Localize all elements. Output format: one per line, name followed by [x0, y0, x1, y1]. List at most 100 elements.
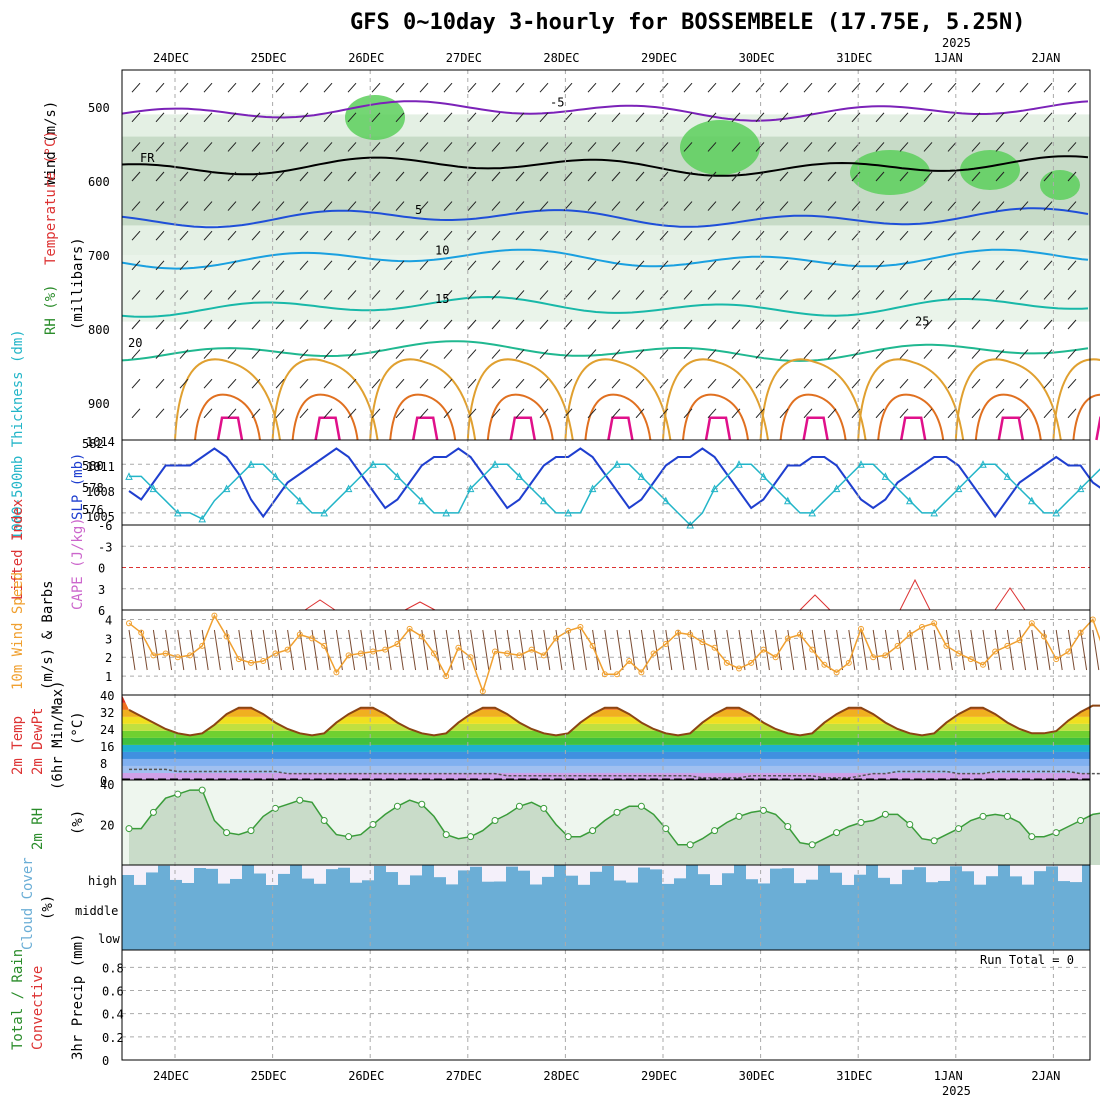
- cloud-high-gap: [446, 865, 458, 885]
- wind-barb: [971, 171, 981, 182]
- wind-barb: [1019, 171, 1029, 182]
- wind-barb: [1006, 629, 1014, 671]
- isotherm-30: [486, 393, 554, 441]
- wind-barb: [203, 142, 213, 152]
- cloud-high-gap: [206, 865, 218, 869]
- wind-barb: [515, 201, 525, 211]
- wind-barb: [251, 378, 261, 389]
- wind-barb: [1031, 629, 1039, 671]
- wind-barb: [787, 629, 795, 671]
- thickness-tick: 582: [82, 437, 104, 451]
- cloud-high-gap: [914, 865, 926, 868]
- thickness-point: [1003, 472, 1012, 480]
- rh2m-point: [857, 819, 865, 826]
- wind-barb: [1019, 230, 1029, 241]
- wind-barb: [995, 171, 1005, 182]
- wind-barb: [779, 378, 789, 389]
- wind-barb: [491, 82, 501, 93]
- wind10m-point: [699, 639, 706, 646]
- wind-barb: [238, 629, 246, 671]
- rh2m-point: [955, 825, 963, 833]
- li-tick: 3: [98, 583, 105, 597]
- wind-barb: [1067, 629, 1075, 671]
- wind-barb: [683, 378, 693, 389]
- wind-barb: [395, 230, 405, 241]
- wind-barb: [875, 230, 885, 241]
- rh-high-area: [850, 150, 930, 195]
- wind10m-point: [1065, 648, 1072, 655]
- year-label-top: 2025: [942, 36, 971, 50]
- isotherm-line: [121, 155, 1089, 177]
- wind-barb: [659, 290, 669, 300]
- cloud-high-gap: [710, 865, 722, 885]
- wind-barb: [1043, 112, 1053, 123]
- thickness-point: [515, 472, 524, 480]
- thickness-point: [539, 496, 548, 505]
- wind-barb: [371, 230, 381, 241]
- wind-barb: [131, 201, 141, 211]
- rh2m-point: [711, 827, 719, 835]
- wind-barb: [371, 82, 381, 93]
- wind-barb: [707, 349, 717, 359]
- wind-barb: [563, 171, 573, 182]
- wind-barb: [897, 629, 905, 671]
- wind-barb: [971, 349, 981, 359]
- wind10m-point: [528, 646, 535, 653]
- wind-barb: [443, 408, 453, 419]
- wind-barb: [395, 82, 405, 93]
- rh2m-point: [320, 816, 328, 824]
- wind-barb: [155, 290, 165, 300]
- wind-barb: [443, 230, 453, 241]
- wind-barb: [128, 629, 136, 671]
- wind-barb: [707, 290, 717, 300]
- date-label-top: 29DEC: [641, 51, 677, 65]
- isotherm-label: 20: [128, 336, 142, 350]
- lifted-index-line: [799, 594, 831, 611]
- wind-barb: [755, 408, 765, 419]
- wind-barb: [971, 201, 981, 211]
- wind-barb: [131, 319, 141, 330]
- wind-barb: [707, 82, 717, 93]
- wind-barb: [635, 319, 645, 330]
- wind-barb: [755, 290, 765, 300]
- cloud-high-gap: [698, 865, 710, 875]
- wind-barb: [563, 82, 573, 93]
- wind-barb: [275, 142, 285, 152]
- wind-barb: [899, 349, 909, 359]
- isotherm-label: 10: [435, 244, 449, 258]
- wind-barb: [707, 319, 717, 330]
- wind-barb: [923, 171, 933, 182]
- wind-barb: [275, 82, 285, 93]
- wind10m-point: [1077, 629, 1084, 636]
- wind-barb: [995, 319, 1005, 330]
- wind10m-point: [333, 669, 340, 676]
- wind-barb: [323, 171, 333, 182]
- wind-barb: [515, 378, 525, 389]
- isotherm-35: [509, 416, 537, 441]
- isotherm-25: [662, 358, 769, 441]
- wind-barb: [179, 82, 189, 93]
- date-label-bottom: 31DEC: [836, 1069, 872, 1083]
- wind-barb: [155, 201, 165, 211]
- chart-title: GFS 0~10day 3-hourly for BOSSEMBELE (17.…: [350, 10, 1026, 35]
- wind-barb: [779, 290, 789, 300]
- slp-tick: 1011: [86, 460, 115, 474]
- wind10m-point: [443, 673, 450, 680]
- date-label-bottom: 30DEC: [739, 1069, 775, 1083]
- isotherm-30: [877, 393, 945, 441]
- temp-ylabel-3: (6hr Min/Max): [50, 680, 66, 790]
- wind-barb: [323, 629, 331, 671]
- wind-barb: [1043, 378, 1053, 389]
- wind-barb: [947, 230, 957, 241]
- rh2m-point: [296, 796, 304, 804]
- wind-barb: [762, 629, 770, 671]
- wind10m-point: [431, 650, 437, 657]
- wind-barb: [539, 230, 549, 241]
- wind-barb: [731, 171, 741, 182]
- wind-tick: 2: [105, 651, 112, 665]
- wind10m-point: [553, 635, 559, 642]
- thickness-tick: 578: [82, 481, 104, 495]
- thickness-point: [637, 472, 646, 480]
- isotherm-35: [997, 416, 1025, 441]
- wind-barb: [491, 408, 501, 419]
